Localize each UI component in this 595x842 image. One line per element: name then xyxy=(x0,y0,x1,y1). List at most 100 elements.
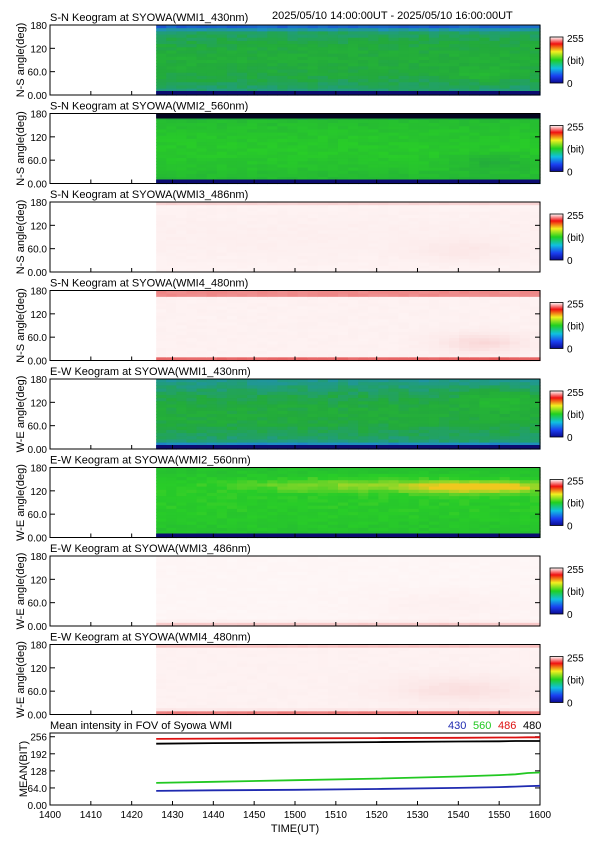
y-tick-label: 180 xyxy=(30,464,47,475)
keogram-image xyxy=(156,113,541,185)
keogram-ylabel: N-S angle(deg) xyxy=(15,288,27,363)
colorbar-unit-label: (bit) xyxy=(567,587,584,598)
legend-entry-430: 430 xyxy=(448,720,466,732)
keogram-panel: S-N Keogram at SYOWA(WMI3_486nm)180 120 60… xyxy=(15,189,584,279)
keogram-ylabel: W-E angle(deg) xyxy=(15,376,27,453)
y-tick-label: 120 xyxy=(30,133,47,144)
y-tick-label: 180 xyxy=(30,375,47,386)
colorbar-max-label: 255 xyxy=(567,477,584,488)
time-range-header: 2025/05/10 14:00:00UT - 2025/05/10 16:00… xyxy=(272,10,513,22)
colorbar: 255 (bit) 0 xyxy=(549,123,584,179)
mean-panel-title: Mean intensity in FOV of Syowa WMI xyxy=(50,720,232,732)
keogram-title: S-N Keogram at SYOWA(WMI1_430nm) xyxy=(50,12,248,24)
x-tick-label: 1510 xyxy=(325,810,348,821)
x-tick-label: 1440 xyxy=(202,810,225,821)
y-tick-label: 60.0 xyxy=(28,156,48,167)
keogram-panel: E-W Keogram at SYOWA(WMI4_480nm)180 120 60… xyxy=(15,632,584,722)
x-axis-label: TIME(UT) xyxy=(271,823,319,835)
colorbar-max-label: 255 xyxy=(567,654,584,665)
keogram-ylabel: N-S angle(deg) xyxy=(15,200,27,275)
keogram-title: S-N Keogram at SYOWA(WMI4_480nm) xyxy=(50,278,248,290)
series-line-486 xyxy=(156,736,540,740)
mean-legend: 430 560 486 480 xyxy=(448,720,541,732)
keogram-ylabel: W-E angle(deg) xyxy=(15,553,27,630)
colorbar: 255 (bit) 0 xyxy=(549,211,584,267)
keogram-panel: E-W Keogram at SYOWA(WMI3_486nm)180 120 60… xyxy=(15,543,584,633)
colorbar-unit-label: (bit) xyxy=(567,410,584,421)
colorbar-min-label: 0 xyxy=(567,256,573,267)
y-tick-label: 0.00 xyxy=(28,445,48,456)
keogram-ylabel: W-E angle(deg) xyxy=(15,464,27,541)
colorbar-max-label: 255 xyxy=(567,300,584,311)
colorbar-max-label: 255 xyxy=(567,565,584,576)
colorbar-min-label: 0 xyxy=(567,522,573,533)
colorbar-max-label: 255 xyxy=(567,34,584,45)
colorbar: 255 (bit) 0 xyxy=(549,477,584,533)
y-tick-label: 60.0 xyxy=(28,599,48,610)
colorbar: 255 (bit) 0 xyxy=(549,300,584,356)
keogram-panel: E-W Keogram at SYOWA(WMI2_560nm)180 120 60… xyxy=(15,455,584,545)
colorbar-min-label: 0 xyxy=(567,433,573,444)
keogram-image xyxy=(156,290,541,362)
colorbar-unit-label: (bit) xyxy=(567,56,584,67)
colorbar: 255 (bit) 0 xyxy=(549,654,584,710)
y-tick-label: 0.00 xyxy=(28,357,48,368)
y-tick-label: 0.00 xyxy=(28,180,48,191)
series-line-430 xyxy=(156,784,541,792)
y-tick-label: 180 xyxy=(30,198,47,209)
x-tick-label: 1540 xyxy=(447,810,470,821)
y-tick-label: 180 xyxy=(30,287,47,298)
mean-y-tick-label: 64.0 xyxy=(28,784,48,795)
keogram-title: S-N Keogram at SYOWA(WMI3_486nm) xyxy=(50,189,248,201)
y-tick-label: 180 xyxy=(30,552,47,563)
keogram-panel: S-N Keogram at SYOWA(WMI1_430nm)180 120 60… xyxy=(15,12,584,102)
y-tick-label: 0.00 xyxy=(28,711,48,722)
y-tick-label: 120 xyxy=(30,44,47,55)
keogram-title: E-W Keogram at SYOWA(WMI1_430nm) xyxy=(50,366,251,378)
colorbar-min-label: 0 xyxy=(567,79,573,90)
keogram-ylabel: W-E angle(deg) xyxy=(15,641,27,718)
series-line-480 xyxy=(156,740,540,745)
keogram-image xyxy=(156,202,541,273)
mean-panel-ylabel: MEAN(BIT) xyxy=(18,741,30,797)
keogram-image xyxy=(156,467,541,539)
mean-plot-frame xyxy=(49,732,541,806)
x-tick-label: 1600 xyxy=(529,810,552,821)
colorbar-unit-label: (bit) xyxy=(567,676,584,687)
keogram-panel: S-N Keogram at SYOWA(WMI2_560nm)180 120 60… xyxy=(15,101,584,191)
series-line-560 xyxy=(156,771,541,784)
time-axis: 1400 1410 1420 1430 1440 1450 1500 1510 1520 1530… xyxy=(39,810,552,821)
keogram-title: E-W Keogram at SYOWA(WMI4_480nm) xyxy=(50,632,251,644)
colorbar-unit-label: (bit) xyxy=(567,233,584,244)
x-tick-label: 1450 xyxy=(243,810,266,821)
keogram-panel: E-W Keogram at SYOWA(WMI1_430nm)180 120 60… xyxy=(15,366,584,456)
mean-y-tick-label: 256 xyxy=(30,733,47,744)
legend-entry-480: 480 xyxy=(523,720,541,732)
x-tick-label: 1410 xyxy=(80,810,103,821)
mean-y-tick-label: 192 xyxy=(30,750,47,761)
colorbar-unit-label: (bit) xyxy=(567,499,584,510)
colorbar-max-label: 255 xyxy=(567,123,584,134)
y-tick-label: 0.00 xyxy=(28,268,48,279)
colorbar-unit-label: (bit) xyxy=(567,145,584,156)
colorbar: 255 (bit) 0 xyxy=(549,565,584,621)
y-tick-label: 180 xyxy=(30,110,47,121)
keogram-image xyxy=(156,25,541,96)
x-tick-label: 1500 xyxy=(284,810,307,821)
y-tick-label: 0.00 xyxy=(28,91,48,102)
y-tick-label: 60.0 xyxy=(28,333,48,344)
legend-entry-560: 560 xyxy=(473,720,491,732)
y-tick-label: 180 xyxy=(30,21,47,32)
colorbar-max-label: 255 xyxy=(567,388,584,399)
keogram-image xyxy=(156,644,541,716)
keogram-title: E-W Keogram at SYOWA(WMI3_486nm) xyxy=(50,543,251,555)
y-tick-label: 60.0 xyxy=(28,68,48,79)
colorbar: 255 (bit) 0 xyxy=(549,388,584,444)
keogram-title: E-W Keogram at SYOWA(WMI2_560nm) xyxy=(50,455,251,467)
keogram-image xyxy=(156,556,541,627)
colorbar-min-label: 0 xyxy=(567,610,573,621)
x-tick-label: 1530 xyxy=(406,810,429,821)
y-tick-label: 120 xyxy=(30,398,47,409)
colorbar-min-label: 0 xyxy=(567,699,573,710)
